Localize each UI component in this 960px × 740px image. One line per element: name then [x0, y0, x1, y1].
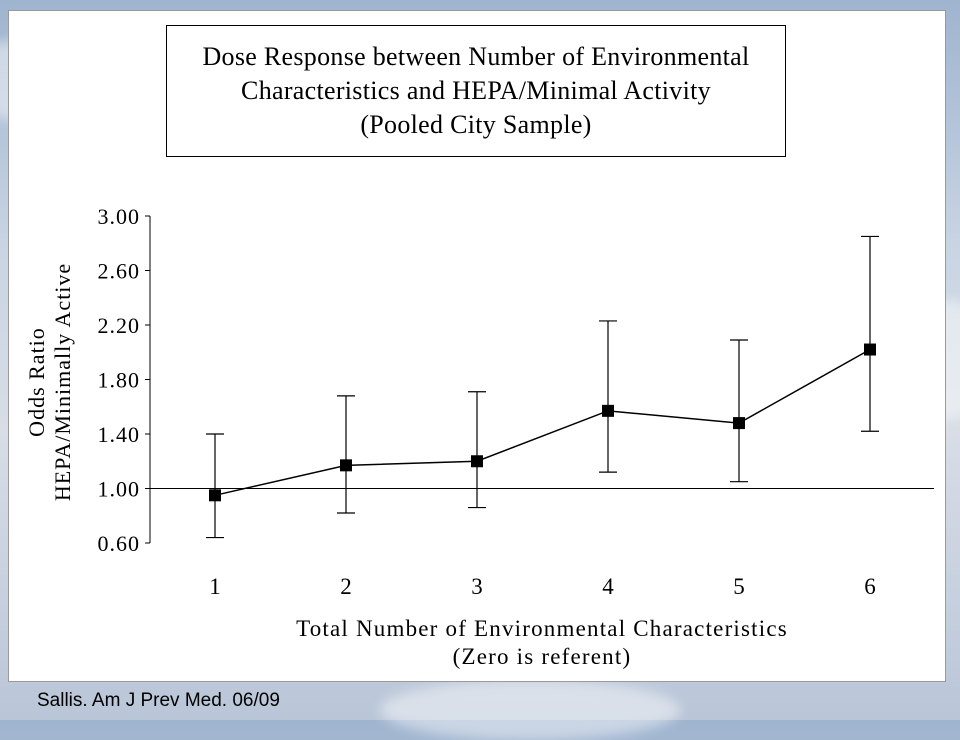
x-tick-label: 5	[733, 574, 745, 599]
source-citation: Sallis. Am J Prev Med. 06/09	[37, 690, 280, 711]
chart-title-line-1: Dose Response between Number of Environm…	[202, 42, 750, 71]
data-point-marker	[733, 417, 745, 430]
error-bar	[337, 395, 355, 514]
y-tick-label: 1.40	[98, 422, 141, 447]
y-tick-label: 1.00	[98, 477, 141, 502]
y-axis-label-line-1: Odds Ratio	[24, 327, 49, 437]
x-tick-label: 4	[602, 574, 614, 599]
series-line	[214, 348, 871, 497]
dose-response-chart: 0.60 1.00 1.40 1.80 2.20 2.60 3.00 1 2 3 4 5 6 Odds …	[24, 204, 934, 669]
data-point-marker	[209, 489, 221, 502]
y-axis-label-line-2: HEPA/Minimally Active	[50, 263, 75, 501]
data-point-marker	[340, 459, 352, 472]
x-tick-label: 1	[209, 574, 221, 599]
x-axis-label-line-1: Total Number of Environmental Characteri…	[296, 616, 788, 641]
x-tick-label: 3	[471, 574, 483, 599]
error-bar	[206, 433, 224, 539]
x-tick-label: 6	[864, 574, 876, 599]
error-bar	[468, 391, 486, 509]
y-tick-label: 3.00	[98, 204, 141, 229]
error-bar	[861, 235, 879, 432]
y-tick-label: 1.80	[98, 368, 141, 393]
chart-title-box: Dose Response between Number of Environm…	[166, 25, 786, 157]
x-axis-label-line-2: (Zero is referent)	[453, 644, 632, 669]
error-bar	[599, 320, 617, 473]
error-bar	[730, 339, 748, 483]
y-tick-label: 0.60	[98, 531, 141, 556]
chart-title-line-3: (Pooled City Sample)	[360, 110, 592, 139]
data-point-marker	[602, 404, 614, 417]
data-point-marker	[471, 455, 483, 468]
x-tick-label: 2	[340, 574, 352, 599]
data-point-marker	[864, 343, 876, 356]
y-tick-label: 2.60	[98, 259, 141, 284]
y-tick-label: 2.20	[98, 313, 141, 338]
chart-title-line-2: Characteristics and HEPA/Minimal Activit…	[241, 76, 711, 105]
